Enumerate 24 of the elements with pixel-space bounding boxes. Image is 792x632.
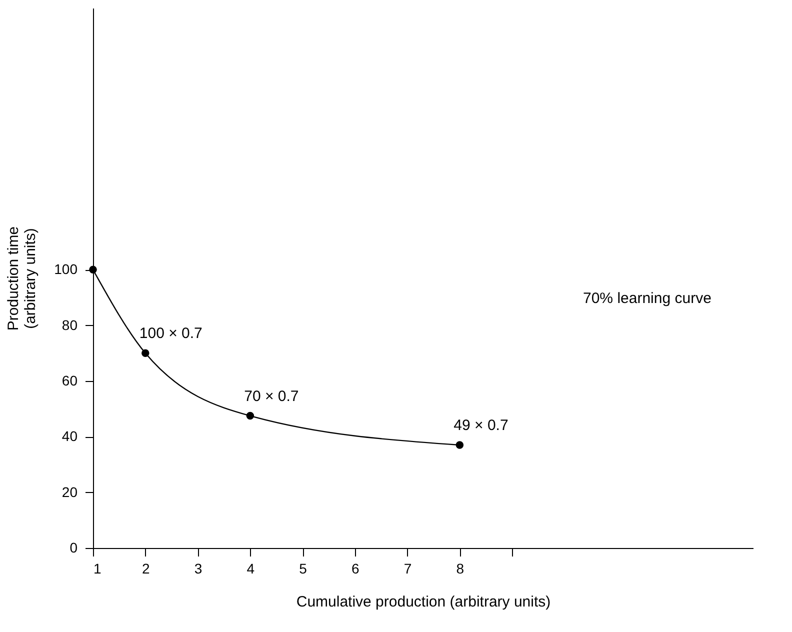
y-tick-label: 60 (62, 372, 78, 388)
point (142, 349, 150, 358)
x-axis-title: Cumulative production (arbitrary units) (296, 594, 551, 610)
annotation: 100 × 0.7 (139, 325, 202, 342)
annotation: 70 × 0.7 (244, 388, 299, 405)
point (89, 266, 97, 274)
annotation: 49 × 0.7 (454, 417, 508, 434)
y-tick-label: 20 (62, 484, 78, 500)
x-tick-label: 6 (352, 560, 360, 576)
y-tick-label: 80 (62, 316, 78, 333)
x-tick-label: 3 (194, 560, 202, 576)
x-tick-label: 8 (456, 560, 464, 576)
x-tick-label: 1 (94, 560, 102, 576)
x-tick-label: 5 (299, 560, 308, 576)
x-tick-label: 7 (404, 560, 412, 576)
x-tick-label: 4 (246, 560, 255, 576)
x-tick-label: 2 (142, 560, 150, 576)
point (456, 441, 464, 449)
annotation: 70% learning curve (583, 290, 712, 307)
y-axis-title: Production time (arbitrary units) (5, 226, 40, 331)
y-tick-label: 0 (70, 540, 78, 556)
y-tick-label: 40 (62, 428, 78, 444)
y-tick-label: 100 (54, 261, 78, 278)
point (246, 412, 254, 420)
